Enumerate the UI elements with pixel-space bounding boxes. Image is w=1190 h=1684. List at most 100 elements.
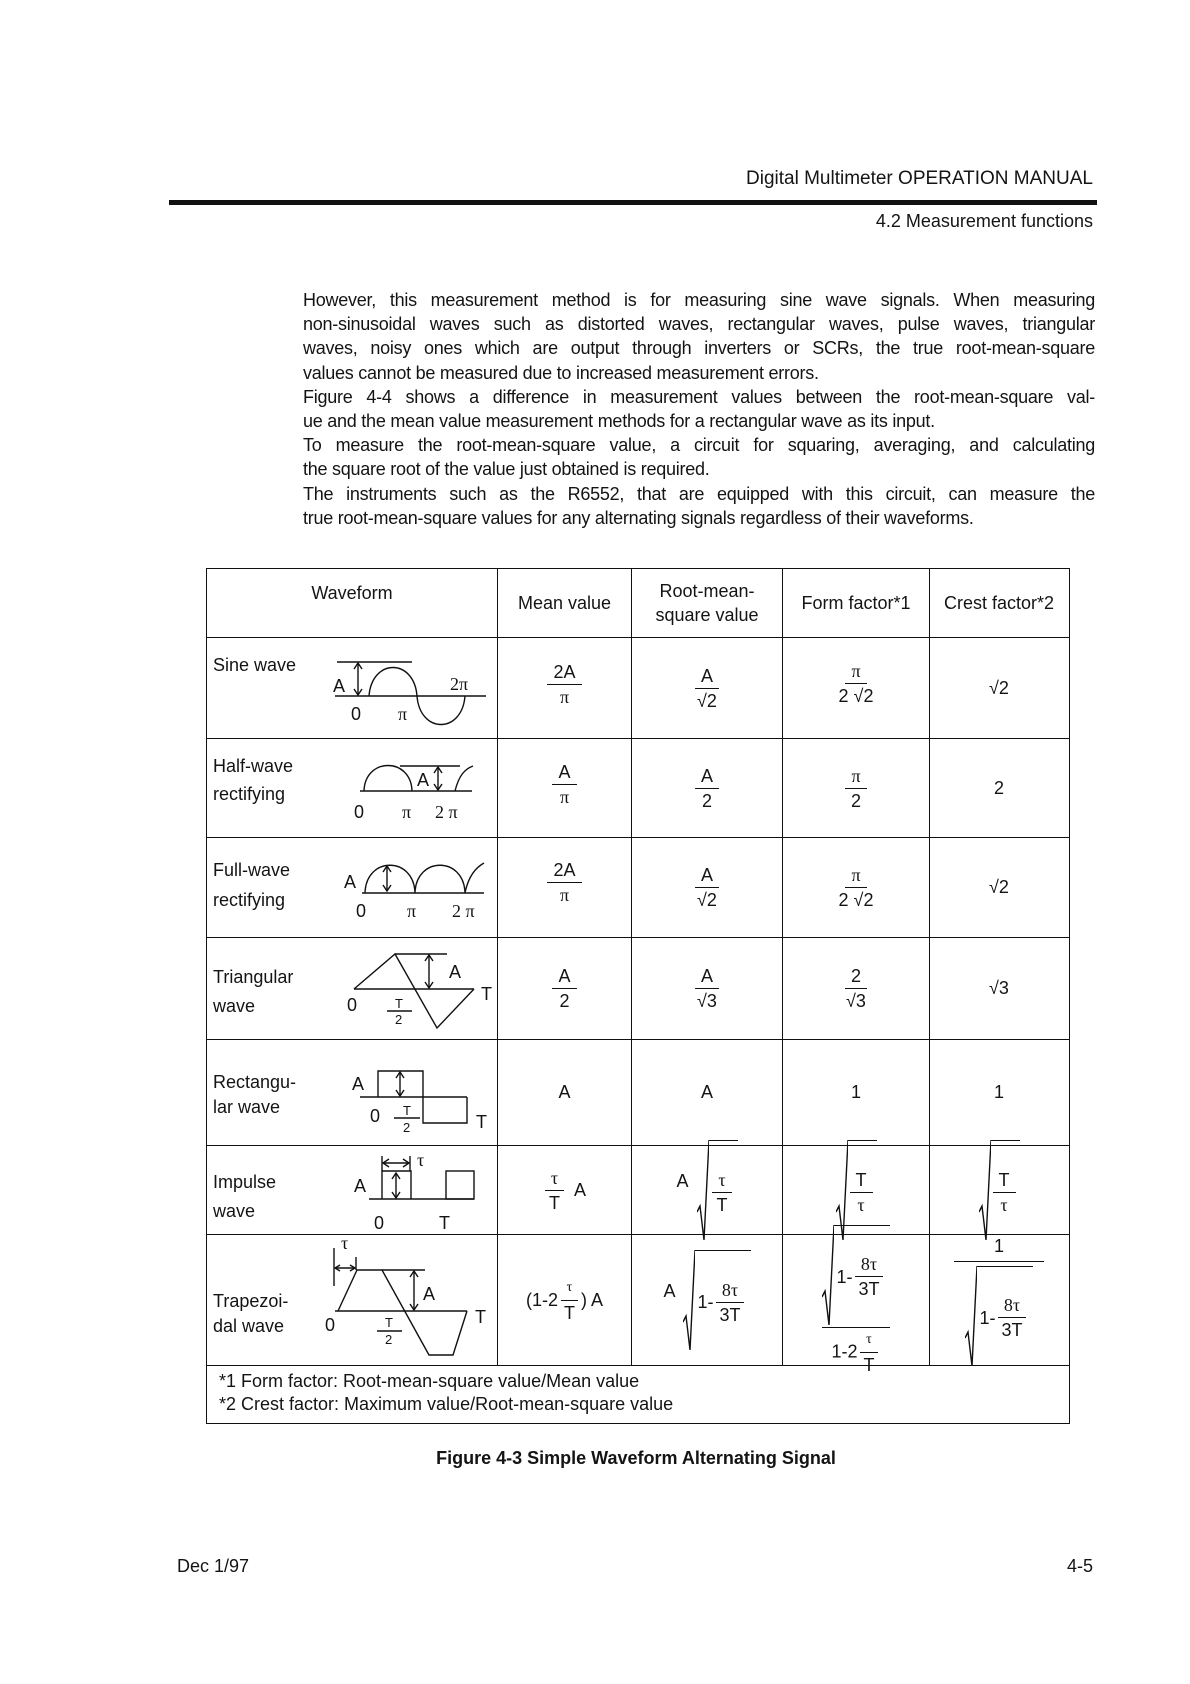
row-label: Triangular wave — [213, 963, 293, 1021]
rms-value-cell: A √2 — [631, 638, 782, 738]
waveform-cell: Sine wave A 2π 0 π — [207, 638, 497, 738]
mean-open: (1-2 — [525, 1289, 558, 1310]
half-period-numerator: T — [403, 1103, 411, 1118]
fraction-numerator: 2A — [547, 661, 582, 685]
rms-value-cell: A √2 — [631, 838, 782, 937]
zero-label: 0 — [374, 1213, 384, 1233]
fraction-numerator: τ — [560, 1277, 579, 1301]
row-label-line: Sine wave — [213, 655, 297, 675]
text-line: The instruments such as the R6552, that … — [303, 483, 1095, 504]
pi-label: π — [402, 802, 411, 822]
fraction-numerator: 8τ — [854, 1253, 884, 1277]
trapezoidal-wave-diagram: τ A T 0 T 2 — [325, 1235, 486, 1356]
square-root: 1- 8τ 3T — [683, 1250, 751, 1350]
waveform-cell: Rectangu-lar wave A 0 T 2 T — [207, 1040, 497, 1145]
rectangular-wave-diagram: A 0 T 2 T — [352, 1070, 487, 1135]
fraction-denominator: 1-2 τ T — [825, 1328, 886, 1376]
header-rms-line1: Root-mean- — [659, 581, 755, 601]
row-label-line: Trapezoi- — [213, 1291, 289, 1311]
row-label-line: Impulse — [213, 1172, 277, 1192]
body-paragraphs: However, this measurement method is for … — [303, 288, 1095, 530]
amplitude-label: A — [344, 872, 356, 892]
waveform-cell: Triangular wave A T 0 T 2 — [207, 938, 497, 1039]
rms-value-cell: A √3 — [631, 938, 782, 1039]
amplitude-label: A — [354, 1176, 366, 1196]
fraction-numerator: A — [552, 965, 577, 989]
fraction-numerator: A — [694, 864, 719, 888]
fraction-denominator: T — [548, 1192, 560, 1213]
square-root: 1- 8τ 3T — [822, 1224, 890, 1325]
fraction-numerator: 2A — [547, 859, 582, 883]
half-period-numerator: T — [395, 996, 403, 1011]
radical-sign-icon — [836, 1140, 848, 1240]
fraction-numerator: τ — [544, 1167, 565, 1191]
zero-label: 0 — [354, 802, 364, 822]
fraction-denominator: τ — [857, 1194, 865, 1215]
waveform-cell: Half-wave rectifying A 0 π 2 π — [207, 739, 497, 837]
footnote-form-factor: *1 Form factor: Root-mean-square value/M… — [219, 1371, 640, 1391]
text-line: non-sinusoidal waves such as distorted w… — [303, 314, 1095, 335]
period-label: T — [439, 1213, 450, 1233]
fraction-denominator: 3T — [1001, 1320, 1023, 1340]
radical-sign-icon — [697, 1140, 709, 1240]
fraction-numerator: A — [694, 765, 719, 789]
section-title: 4.2 Measurement functions — [875, 211, 1093, 231]
row-label-line: Full-wave — [213, 860, 291, 880]
table-row: Trapezoi-dal wave τ A T 0 — [207, 1224, 1069, 1375]
form-factor-cell: 1- 8τ 3T 1-2 τ T — [782, 1224, 929, 1375]
rise-time-label: τ — [341, 1235, 348, 1253]
row-label-line: rectifying — [213, 890, 286, 910]
radical-sign-icon — [965, 1266, 977, 1366]
row-label-line: lar wave — [213, 1097, 281, 1117]
form-factor-cell: 2 √3 — [782, 938, 929, 1039]
fraction-denominator: T — [863, 1354, 875, 1375]
radicand-lead: 1- — [697, 1291, 714, 1312]
zero-label: 0 — [370, 1106, 380, 1126]
fraction-numerator: A — [694, 665, 719, 689]
row-label-line: Rectangu- — [213, 1072, 297, 1092]
radical-sign-icon — [683, 1250, 695, 1350]
form-factor-fraction: 1- 8τ 3T 1-2 τ T — [822, 1224, 890, 1376]
row-label: Impulse wave — [213, 1168, 276, 1226]
radicand-lead: 1- — [836, 1266, 853, 1287]
rms-value-cell: A 1- 8τ 3T — [631, 1235, 782, 1365]
rms-value-cell: A — [631, 1040, 782, 1145]
footnotes: *1 Form factor: Root-mean-square value/M… — [207, 1366, 673, 1423]
fraction-numerator: π — [845, 765, 867, 789]
sine-wave-diagram: A 2π 0 π — [333, 661, 486, 725]
mean-suffix: A — [573, 1179, 586, 1200]
mean-value-cell: 2A π — [497, 838, 631, 937]
crest-factor-cell: √2 — [929, 638, 1068, 738]
fraction-denominator: π — [559, 885, 570, 905]
text-line: Figure 4-4 shows a difference in measure… — [303, 386, 1095, 407]
footer-date: Dec 1/97 — [177, 1556, 250, 1576]
header-form: Form factor*1 — [782, 569, 929, 637]
pulse-width-label: τ — [417, 1150, 424, 1170]
half-period-denominator: 2 — [403, 1120, 410, 1135]
fraction-denominator: 2 — [701, 790, 712, 811]
mean-close: ) A — [581, 1289, 604, 1310]
denominator-lead: 1-2 — [831, 1340, 858, 1361]
fraction-denominator: 3T — [719, 1304, 741, 1325]
row-label-line: rectifying — [213, 784, 286, 804]
fraction-numerator: 1 — [953, 1235, 1044, 1262]
crest-factor-cell: 1 1- 8τ 3T — [929, 1235, 1068, 1365]
fraction-denominator: √3 — [697, 991, 717, 1011]
fraction-numerator: T — [992, 1169, 1016, 1193]
row-label: Trapezoi-dal wave — [213, 1289, 288, 1339]
page-number: 4-5 — [1066, 1556, 1093, 1576]
zero-label: 0 — [356, 901, 366, 921]
row-label-line: dal wave — [213, 1316, 285, 1336]
row-label-line: wave — [213, 996, 256, 1016]
two-pi-label: 2 π — [435, 802, 458, 822]
fraction-denominator: T — [564, 1302, 575, 1323]
footnotes-row: *1 Form factor: Root-mean-square value/M… — [207, 1365, 1069, 1423]
